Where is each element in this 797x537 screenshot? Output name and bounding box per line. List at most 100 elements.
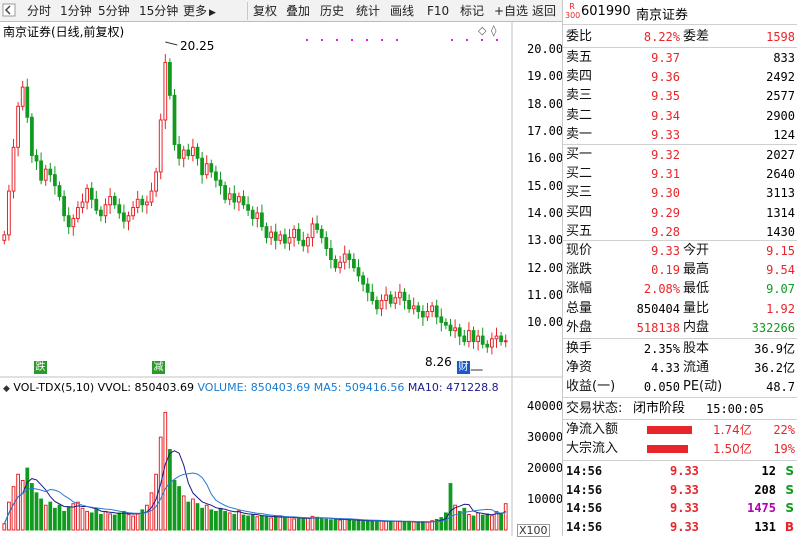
event-marker-reduce[interactable]: 减 bbox=[152, 361, 165, 374]
tab-5min[interactable]: 5分钟 bbox=[98, 4, 130, 18]
button-return[interactable]: 返回 bbox=[532, 4, 557, 18]
candle-body bbox=[319, 228, 324, 239]
candle-body bbox=[301, 239, 306, 247]
vol-collapse-icon[interactable]: ◆ bbox=[3, 384, 10, 394]
volume-bar bbox=[135, 513, 140, 531]
stat-value: 9.07 bbox=[766, 282, 795, 297]
price-tick-label: 19.00 bbox=[527, 69, 564, 84]
bid-row[interactable]: 买一 9.32 2027 bbox=[563, 146, 797, 164]
tab-timeshare[interactable]: 分时 bbox=[27, 4, 52, 18]
chart-scroll-icon[interactable]: ◊ bbox=[491, 24, 497, 37]
tab-more[interactable]: 更多 ▶ bbox=[183, 3, 216, 19]
candle-body bbox=[444, 321, 448, 326]
candle-body bbox=[283, 234, 287, 244]
bid-row[interactable]: 买二 9.31 2640 bbox=[563, 165, 797, 183]
button-add-watchlist[interactable]: +自选 bbox=[494, 4, 529, 18]
price-tick-label: 15.00 bbox=[527, 178, 564, 193]
tick-row[interactable]: 14:56 9.33 1475 S bbox=[563, 499, 797, 517]
candle-body bbox=[453, 327, 457, 332]
candle-body bbox=[296, 228, 301, 241]
candle-body bbox=[398, 291, 402, 299]
ask-row[interactable]: 卖二 9.34 2900 bbox=[563, 107, 797, 125]
tick-row[interactable]: 14:56 9.33 131 B bbox=[563, 518, 797, 536]
candle-body bbox=[255, 212, 260, 219]
volume-bar bbox=[214, 510, 218, 531]
ask-price: 9.37 bbox=[651, 51, 680, 65]
ask-label: 卖三 bbox=[566, 88, 593, 104]
volume-bar bbox=[503, 503, 508, 531]
button-draw-line[interactable]: 画线 bbox=[390, 4, 415, 18]
signal-dot bbox=[481, 39, 483, 41]
kline-chart-svg[interactable] bbox=[0, 22, 562, 536]
volume-bar bbox=[11, 486, 16, 531]
ask-label: 卖一 bbox=[566, 126, 593, 142]
candle-body bbox=[411, 305, 416, 310]
button-mark[interactable]: 标记 bbox=[460, 4, 485, 18]
candle-body bbox=[168, 62, 172, 96]
button-history[interactable]: 历史 bbox=[320, 4, 345, 18]
tick-row[interactable]: 14:56 9.33 208 S bbox=[563, 481, 797, 499]
volume-bar bbox=[62, 510, 66, 531]
toolbar-back-icon[interactable] bbox=[2, 3, 16, 19]
volume-bar bbox=[310, 515, 315, 531]
price-tick-label: 18.00 bbox=[527, 96, 564, 111]
button-statistics[interactable]: 统计 bbox=[356, 4, 381, 18]
ask-row[interactable]: 卖四 9.36 2492 bbox=[563, 68, 797, 86]
volume-bar bbox=[467, 514, 471, 531]
chart-toolbar: 分时 1分钟 5分钟 15分钟 更多 ▶ 复权 叠加 历史 统计 画线 F10 标… bbox=[0, 0, 562, 22]
volume-ma10-line bbox=[3, 472, 506, 524]
volume-bar bbox=[186, 501, 191, 531]
candle-body bbox=[43, 168, 48, 181]
signal-dot bbox=[351, 39, 353, 41]
ask-row[interactable]: 卖一 9.33 124 bbox=[563, 126, 797, 144]
candle-body bbox=[264, 226, 269, 239]
ask-row[interactable]: 卖三 9.35 2577 bbox=[563, 87, 797, 105]
tick-row[interactable]: 14:56 9.33 12 S bbox=[563, 462, 797, 480]
tick-side: S bbox=[785, 464, 794, 478]
bid-row[interactable]: 买四 9.29 1314 bbox=[563, 204, 797, 222]
vol-indicator-name[interactable]: VOL-TDX(5,10) bbox=[13, 381, 95, 394]
tab-1min[interactable]: 1分钟 bbox=[60, 4, 92, 18]
button-restore-rights[interactable]: 复权 bbox=[253, 4, 278, 18]
tick-side: B bbox=[784, 519, 794, 534]
ask-row[interactable]: 卖五 9.37 833 bbox=[563, 49, 797, 67]
volume-bar bbox=[384, 520, 388, 531]
candle-body bbox=[306, 237, 310, 247]
volume-bar bbox=[365, 520, 370, 531]
candle-body bbox=[250, 209, 255, 219]
chart-title: 南京证券(日线,前复权) bbox=[3, 25, 125, 39]
stock-code: 601990 bbox=[581, 4, 631, 19]
candle-body bbox=[388, 294, 393, 304]
volume-bar bbox=[99, 514, 103, 531]
volume-bar bbox=[16, 473, 20, 531]
weibi-value: 8.22% bbox=[643, 30, 680, 44]
candle-body bbox=[269, 231, 273, 239]
candle-body bbox=[310, 223, 315, 239]
capital-flow-row: 大宗流入 1.50亿 19% bbox=[563, 440, 797, 458]
bid-row[interactable]: 买五 9.28 1430 bbox=[563, 223, 797, 241]
candle-body bbox=[2, 234, 7, 241]
candle-body bbox=[172, 94, 177, 146]
candle-body bbox=[370, 291, 375, 302]
trade-status-row: 交易状态: 闭市阶段 15:00:05 bbox=[563, 400, 797, 418]
candle-body bbox=[292, 228, 296, 239]
volume-bar bbox=[66, 506, 71, 531]
kline-chart[interactable]: 南京证券(日线,前复权) 20.25 8.26 跌 减 财 ◇ ◊ ◆ VOL-… bbox=[0, 22, 564, 537]
fundamental-value: 36.9亿 bbox=[754, 342, 795, 356]
stat-row: 涨跌 0.19 最高 9.54 bbox=[563, 261, 797, 279]
button-overlay[interactable]: 叠加 bbox=[286, 4, 311, 18]
volume-bar bbox=[453, 504, 457, 531]
volume-bar bbox=[283, 517, 287, 531]
stat-value: 518138 bbox=[636, 320, 680, 335]
event-marker-finance[interactable]: 财 bbox=[457, 361, 470, 374]
volume-bar bbox=[232, 514, 237, 531]
event-marker-fall[interactable]: 跌 bbox=[34, 361, 47, 374]
button-f10[interactable]: F10 bbox=[427, 4, 450, 18]
tab-15min[interactable]: 15分钟 bbox=[139, 4, 179, 18]
bid-row[interactable]: 买三 9.30 3113 bbox=[563, 184, 797, 202]
candle-body bbox=[34, 155, 39, 162]
volume-bar bbox=[278, 516, 283, 531]
signal-dot bbox=[381, 39, 383, 41]
diamond-icon[interactable]: ◇ bbox=[478, 24, 487, 37]
volume-bar bbox=[2, 523, 7, 531]
